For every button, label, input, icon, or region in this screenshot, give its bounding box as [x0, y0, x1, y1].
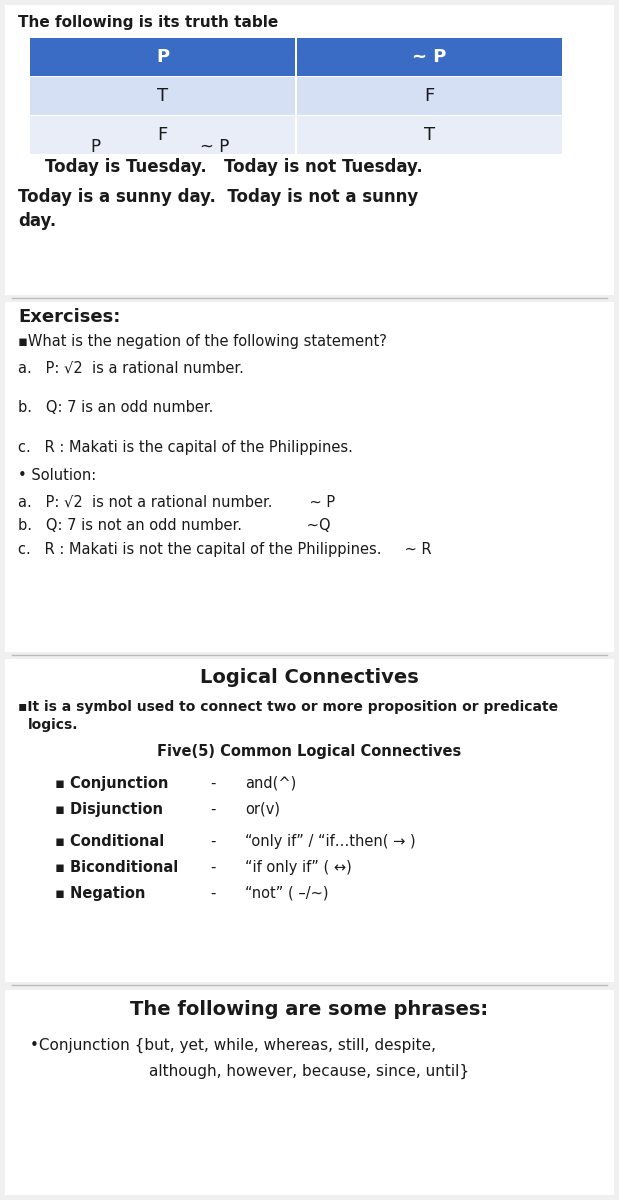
FancyBboxPatch shape — [30, 116, 295, 154]
Text: Today is Tuesday.   Today is not Tuesday.: Today is Tuesday. Today is not Tuesday. — [45, 158, 423, 176]
Text: T: T — [157, 86, 168, 104]
Text: •Conjunction {but, yet, while, whereas, still, despite,: •Conjunction {but, yet, while, whereas, … — [30, 1038, 436, 1054]
Text: Today is a sunny day.  Today is not a sunny: Today is a sunny day. Today is not a sun… — [18, 188, 418, 206]
Text: ▪ Negation: ▪ Negation — [55, 886, 145, 901]
Text: “if only if” ( ↔): “if only if” ( ↔) — [245, 860, 352, 875]
FancyBboxPatch shape — [297, 38, 562, 76]
Text: The following are some phrases:: The following are some phrases: — [130, 1000, 488, 1019]
Text: “only if” / “if…then( → ): “only if” / “if…then( → ) — [245, 834, 415, 850]
Text: T: T — [424, 126, 435, 144]
Text: logics.: logics. — [28, 718, 79, 732]
Text: P: P — [156, 48, 169, 66]
Text: -: - — [210, 802, 215, 817]
FancyBboxPatch shape — [30, 77, 295, 115]
Text: b.   Q: 7 is an odd number.: b. Q: 7 is an odd number. — [18, 400, 214, 415]
FancyBboxPatch shape — [5, 5, 614, 295]
Text: Exercises:: Exercises: — [18, 308, 120, 326]
Text: • Solution:: • Solution: — [18, 468, 96, 482]
Text: -: - — [210, 886, 215, 901]
Text: ▪ Conditional: ▪ Conditional — [55, 834, 164, 850]
Text: The following is its truth table: The following is its truth table — [18, 14, 279, 30]
Text: F: F — [425, 86, 435, 104]
Text: b.   Q: 7 is not an odd number.              ~Q: b. Q: 7 is not an odd number. ~Q — [18, 518, 331, 533]
Text: ▪ Disjunction: ▪ Disjunction — [55, 802, 163, 817]
Text: and(^): and(^) — [245, 776, 297, 791]
FancyBboxPatch shape — [297, 116, 562, 154]
Text: a.   P: √2  is a rational number.: a. P: √2 is a rational number. — [18, 360, 244, 374]
Text: Logical Connectives: Logical Connectives — [199, 668, 418, 686]
Text: c.   R : Makati is the capital of the Philippines.: c. R : Makati is the capital of the Phil… — [18, 440, 353, 455]
Text: -: - — [210, 776, 215, 791]
Text: day.: day. — [18, 212, 56, 230]
FancyBboxPatch shape — [5, 990, 614, 1195]
Text: “not” ( –/~): “not” ( –/~) — [245, 886, 329, 901]
Text: ~ P: ~ P — [200, 138, 230, 156]
Text: or(v): or(v) — [245, 802, 280, 817]
FancyBboxPatch shape — [30, 38, 295, 76]
Text: -: - — [210, 834, 215, 850]
Text: -: - — [210, 860, 215, 875]
Text: c.   R : Makati is not the capital of the Philippines.     ~ R: c. R : Makati is not the capital of the … — [18, 542, 431, 557]
Text: ▪ Conjunction: ▪ Conjunction — [55, 776, 168, 791]
FancyBboxPatch shape — [297, 77, 562, 115]
Text: ▪What is the negation of the following statement?: ▪What is the negation of the following s… — [18, 334, 387, 349]
Text: ▪ Biconditional: ▪ Biconditional — [55, 860, 178, 875]
Text: ▪It is a symbol used to connect two or more proposition or predicate: ▪It is a symbol used to connect two or m… — [18, 700, 558, 714]
Text: a.   P: √2  is not a rational number.        ~ P: a. P: √2 is not a rational number. ~ P — [18, 494, 335, 509]
Text: Five(5) Common Logical Connectives: Five(5) Common Logical Connectives — [157, 744, 461, 758]
Text: F: F — [157, 126, 168, 144]
Text: P: P — [90, 138, 100, 156]
FancyBboxPatch shape — [5, 302, 614, 652]
Text: although, however, because, since, until}: although, however, because, since, until… — [149, 1064, 469, 1079]
FancyBboxPatch shape — [5, 659, 614, 982]
Text: ~ P: ~ P — [412, 48, 447, 66]
